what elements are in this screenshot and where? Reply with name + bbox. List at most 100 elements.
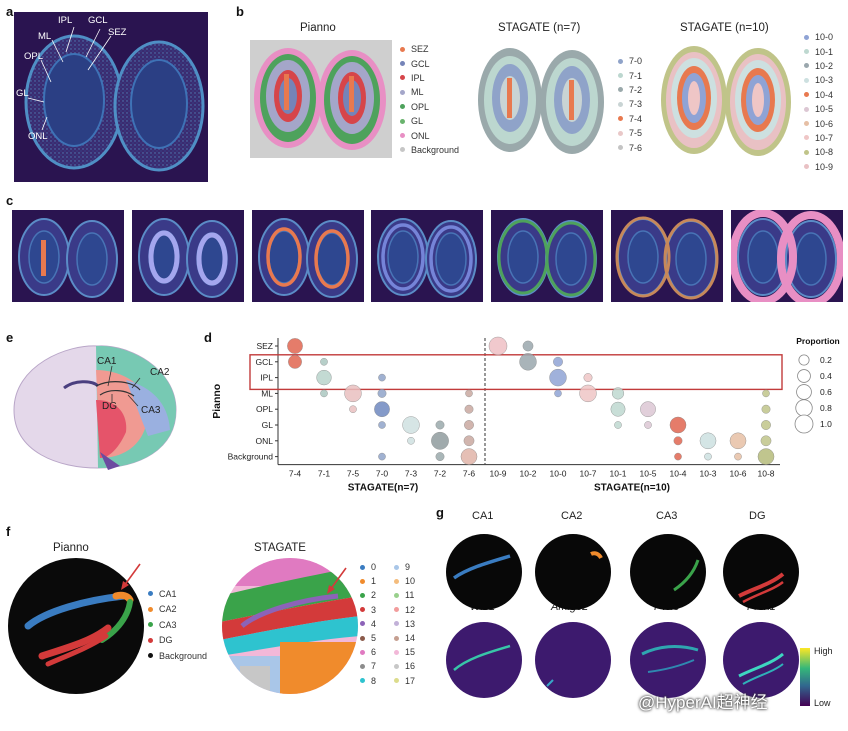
label-gl: GL [16,88,29,99]
watermark: @HyperAI超神经 [638,693,768,712]
panel-g-top-title: CA3 [656,510,678,522]
legend-label: 10-0 [815,32,834,43]
legend-swatch [148,591,153,597]
legend-label: 0 [371,562,377,573]
pianno-legend-item: Background [400,143,459,157]
size-legend-label: 0.4 [820,371,832,381]
label-ca3: CA3 [141,405,161,416]
legend-label: 1 [371,576,377,587]
legend-label: GL [411,116,424,127]
n10-legend-item: 10-3 [804,73,833,87]
label-ca2: CA2 [150,367,170,378]
size-legend-circle [796,384,812,400]
dot-mark [553,356,563,367]
legend-swatch [360,649,365,655]
legend-swatch [400,75,405,81]
x-tick-label: 7-6 [463,469,476,479]
legend-swatch [400,89,405,95]
legend-label: 7 [371,661,377,672]
dot-mark [611,387,625,400]
legend-label: ONL [411,130,430,141]
dot-mark [288,354,302,369]
dot-mark [287,338,303,354]
dot-mark [378,452,386,461]
legend-swatch [394,649,399,655]
legend-swatch [148,637,153,643]
legend-label: 11 [405,590,415,601]
label-opl: OPL [24,51,44,62]
panel-c-tissue-2 [131,210,244,302]
dot-mark [344,384,362,403]
panel-letter-e: e [6,330,14,345]
f-stagate-legend-item: 13 [394,617,415,631]
panel-g-cluster-disc [535,534,611,610]
panel-c-tissue-7 [730,210,843,302]
dot-mark [378,421,386,429]
f-stagate-legend-item: 0 [360,560,376,574]
legend-label: 10-1 [815,46,834,57]
legend-label: 4 [371,618,377,629]
legend-label: 12 [405,604,416,615]
panel-c-tissue-1 [12,210,124,302]
panel-b-title-n7: STAGATE (n=7) [498,22,581,34]
x-tick-label: 10-0 [549,469,566,479]
dot-mark [760,435,772,447]
x-tick-label: 10-7 [579,469,596,479]
dot-mark [349,405,357,413]
f-stagate-legend-item: 3 [360,603,376,617]
f-pianno-legend-item: DG [148,633,207,649]
legend-label: 8 [371,675,377,686]
panel-f-title-stagate: STAGATE [254,542,306,554]
x-tick-label: 10-1 [609,469,626,479]
legend-label: 2 [371,590,377,601]
legend-label: 7-6 [629,142,643,153]
dot-mark [378,373,386,382]
y-tick-label: SEZ [256,341,273,351]
dot-mark [640,401,656,418]
y-tick-label: ONL [256,436,274,446]
f-stagate-legend-item: 8 [360,674,376,688]
y-tick-label: OPL [256,404,273,414]
panel-f-pianno-legend: CA1 CA2 CA3 DG Background [148,586,207,664]
dot-mark [699,432,717,450]
x-tick-label: 10-5 [639,469,656,479]
n10-legend-item: 10-5 [804,102,833,116]
n7-legend-item: 7-5 [618,126,642,140]
legend-swatch [394,607,399,613]
pianno-legend-item: SEZ [400,42,459,56]
panel-f-arrow-2 [327,567,347,594]
legend-label: 10-3 [815,75,834,86]
legend-swatch [618,130,623,136]
legend-swatch [394,578,399,584]
legend-swatch [618,145,623,151]
legend-swatch [804,121,809,127]
legend-label: 17 [405,675,416,686]
dot-mark [320,358,328,366]
legend-label: 10-2 [815,60,834,71]
pianno-legend-item: ML [400,85,459,99]
size-legend-title: Proportion [796,336,839,346]
dot-mark [583,373,593,383]
dot-mark [704,452,712,461]
x-axis-label-group1: STAGATE(n=7) [348,483,418,494]
legend-label: IPL [411,72,425,83]
legend-label: OPL [411,101,430,112]
f-pianno-legend-item: CA1 [148,586,207,602]
dot-mark [460,448,478,465]
x-axis-label-group2: STAGATE(n=10) [594,483,670,494]
dot-mark [320,389,328,398]
legend-label: 3 [371,604,377,615]
panel-g-cluster-disc [446,534,522,610]
highlight-box [249,354,783,391]
panel-d-dotplot: SEZ GCL IPL ML OPL GL ONL Background 7-4 7-1 7-5 7-… [211,336,840,494]
n7-legend-item: 7-0 [618,54,642,68]
legend-label: 10-4 [815,89,834,100]
x-tick-label: 7-4 [289,469,302,479]
pianno-legend-item: GCL [400,56,459,70]
legend-label: 10-8 [815,147,834,158]
legend-label: 10-7 [815,132,834,143]
legend-label: 10-9 [815,161,834,172]
legend-label: GCL [411,58,430,69]
legend-swatch [804,63,809,69]
x-tick-label: 7-5 [347,469,360,479]
